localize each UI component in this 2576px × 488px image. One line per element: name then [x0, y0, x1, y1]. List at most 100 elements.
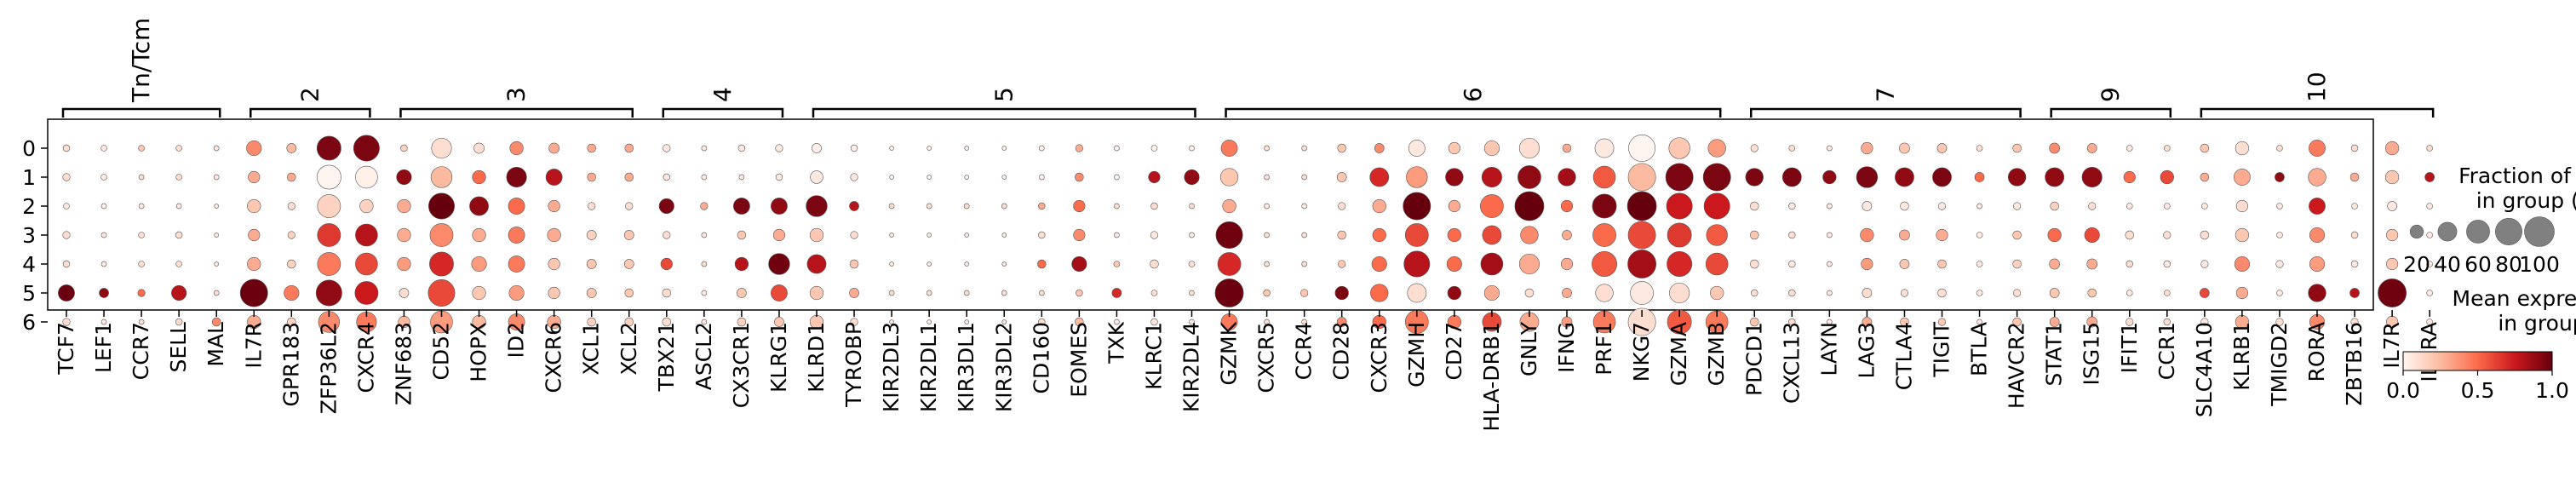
dot: [1667, 251, 1693, 277]
group-bracket: [1225, 107, 1722, 118]
dot: [701, 232, 708, 238]
dot: [771, 198, 788, 215]
gene-label: SELL: [166, 322, 191, 373]
dot: [317, 194, 341, 218]
dot: [287, 231, 295, 239]
dot: [586, 288, 597, 298]
dot: [1219, 168, 1239, 187]
dot: [2012, 143, 2022, 153]
dot: [508, 255, 525, 273]
dot: [1338, 260, 1346, 268]
dot: [1899, 229, 1910, 241]
dot: [1750, 259, 1759, 269]
dot: [2012, 259, 2022, 269]
dot: [1976, 319, 1982, 325]
dot: [2235, 141, 2250, 156]
dot: [397, 227, 411, 243]
dot: [1788, 289, 1796, 297]
dot: [1001, 175, 1007, 180]
gene-group-brackets: Tn/Tcm 2 3 4 5 6 7 9 10: [61, 18, 2435, 118]
dot: [1781, 167, 1802, 187]
dot: [2163, 231, 2172, 239]
dot: [100, 261, 107, 267]
dot: [545, 169, 563, 186]
dot: [2164, 145, 2171, 152]
dot: [2384, 141, 2400, 156]
dot: [1628, 135, 1656, 162]
dot: [427, 279, 456, 307]
dot: [1860, 227, 1874, 243]
gene-group-label: 6: [1459, 87, 1487, 102]
gene-label: KIR2DL1: [916, 322, 941, 412]
dot: [1862, 201, 1873, 211]
size-legend-dot: [2466, 220, 2490, 244]
dot: [548, 199, 560, 213]
dot: [927, 175, 932, 180]
dot: [2275, 318, 2284, 326]
dot: [100, 203, 107, 210]
dot: [400, 144, 408, 152]
dot: [849, 259, 859, 269]
dot: [1976, 203, 1982, 210]
dot: [316, 135, 341, 161]
dot: [2309, 140, 2326, 157]
dot: [1372, 198, 1386, 214]
dot: [1751, 289, 1758, 297]
dot: [2049, 142, 2061, 154]
gene-label: GZMB: [1704, 322, 1729, 386]
dot: [587, 172, 596, 182]
dot: [1900, 289, 1909, 297]
dot: [1214, 278, 1244, 307]
gene-label: IFNG: [1554, 322, 1579, 373]
dot: [1862, 288, 1873, 298]
dot: [1900, 201, 1909, 211]
gene-label: NKG7: [1629, 322, 1654, 382]
dot: [849, 288, 859, 298]
dot: [1630, 281, 1654, 305]
dot: [889, 233, 894, 238]
dot: [1334, 285, 1349, 301]
dot: [399, 288, 410, 298]
gene-label: CTLA4: [1891, 322, 1916, 390]
dot: [175, 231, 183, 239]
dot: [1627, 250, 1657, 278]
dot: [2088, 202, 2097, 210]
dot: [287, 259, 296, 269]
gene-label: CD160: [1029, 322, 1053, 393]
dot: [926, 203, 932, 210]
gene-label: CCR7: [129, 322, 153, 380]
dot: [658, 198, 674, 215]
dot: [1976, 145, 1983, 152]
dot: [2350, 318, 2359, 326]
dot: [62, 260, 71, 268]
dot: [2160, 169, 2174, 185]
dot: [2234, 255, 2250, 273]
dot: [663, 144, 671, 152]
dot: [431, 137, 452, 159]
dot: [1336, 172, 1347, 182]
dot: [1750, 317, 1759, 327]
dot: [1184, 169, 1200, 186]
dot: [2200, 230, 2210, 240]
dot: [812, 143, 822, 153]
dot: [1301, 232, 1307, 238]
dot: [1595, 284, 1614, 302]
dot: [1038, 318, 1046, 326]
dot: [964, 146, 969, 151]
gene-group-label: 10: [2303, 72, 2331, 102]
dot: [1822, 169, 1837, 185]
group-bracket: [399, 107, 634, 118]
dot: [1518, 137, 1540, 159]
dot: [138, 174, 145, 181]
gene-label: CX3CR1: [729, 322, 754, 408]
dot: [1038, 174, 1045, 181]
dot: [2084, 227, 2100, 244]
size-legend-label: 60: [2464, 252, 2492, 277]
dot: [889, 175, 894, 180]
dot: [1627, 221, 1656, 250]
gene-label: STAT1: [2042, 322, 2067, 387]
gene-label: HOPX: [467, 322, 491, 382]
dot: [2049, 258, 2061, 270]
dot: [2007, 168, 2027, 187]
